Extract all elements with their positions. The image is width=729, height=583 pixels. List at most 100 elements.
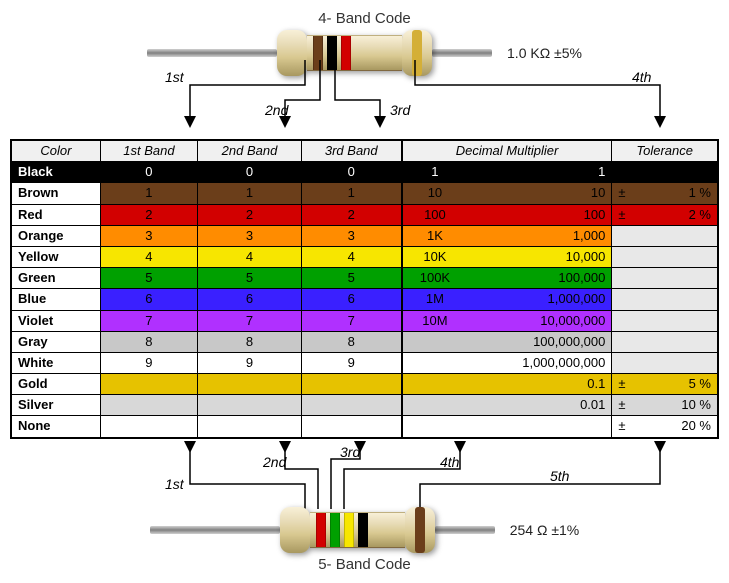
band-2	[330, 513, 340, 547]
cell-mult-num: 1,000,000,000	[467, 352, 612, 373]
cell-b3: 7	[301, 310, 401, 331]
cell-b1	[100, 416, 197, 438]
resistor-bulge-right	[402, 30, 432, 76]
cell-b2	[198, 374, 302, 395]
cell-color-name: Green	[11, 268, 100, 289]
cell-b3: 5	[301, 268, 401, 289]
band-5	[415, 507, 425, 553]
wire-left	[147, 49, 277, 57]
cell-mult-num: 100	[467, 204, 612, 225]
table-row: Red222100100±2 %	[11, 204, 718, 225]
band-3	[341, 36, 351, 70]
wire-right	[432, 49, 492, 57]
five-band-resistor: 254 Ω ±1%	[10, 507, 719, 553]
resistor-bulge-left	[277, 30, 307, 76]
four-band-resistor: 1.0 KΩ ±5%	[10, 30, 719, 76]
cell-tolerance	[612, 162, 718, 183]
band-2	[327, 36, 337, 70]
cell-b2: 6	[198, 289, 302, 310]
th-mult: Decimal Multiplier	[402, 140, 612, 162]
wire-left	[150, 526, 280, 534]
five-band-title: 5- Band Code	[10, 556, 719, 573]
cell-tolerance	[612, 246, 718, 267]
cell-color-name: Black	[11, 162, 100, 183]
cell-mult-si	[402, 374, 468, 395]
cell-b1: 2	[100, 204, 197, 225]
th-tol: Tolerance	[612, 140, 718, 162]
table-row: Green555100K100,000	[11, 268, 718, 289]
cell-b1: 1	[100, 183, 197, 204]
cell-tolerance	[612, 331, 718, 352]
cell-color-name: Brown	[11, 183, 100, 204]
cell-mult-num: 0.01	[467, 395, 612, 416]
resistor-mid	[310, 512, 405, 548]
cell-b1: 3	[100, 225, 197, 246]
th-1st: 1st Band	[100, 140, 197, 162]
cell-b3	[301, 395, 401, 416]
cell-b3: 4	[301, 246, 401, 267]
cell-color-name: Violet	[11, 310, 100, 331]
band-4	[412, 30, 422, 76]
table-row: Black00011	[11, 162, 718, 183]
cell-mult-si: 1M	[402, 289, 468, 310]
cell-mult-num: 10,000,000	[467, 310, 612, 331]
cell-b2: 2	[198, 204, 302, 225]
cell-color-name: White	[11, 352, 100, 373]
cell-mult-si	[402, 352, 468, 373]
resistor-bulge-right	[405, 507, 435, 553]
th-3rd: 3rd Band	[301, 140, 401, 162]
cell-b3: 0	[301, 162, 401, 183]
cell-mult-num: 100,000,000	[467, 331, 612, 352]
table-row: Blue6661M1,000,000	[11, 289, 718, 310]
cell-b2: 5	[198, 268, 302, 289]
cell-b2: 1	[198, 183, 302, 204]
cell-mult-num: 10,000	[467, 246, 612, 267]
cell-b1: 5	[100, 268, 197, 289]
cell-b3	[301, 416, 401, 438]
four-band-section: 4- Band Code 1.0 KΩ ±5% 1st 2nd 3rd 4th	[10, 10, 719, 139]
four-band-value: 1.0 KΩ ±5%	[507, 45, 582, 61]
cell-color-name: Red	[11, 204, 100, 225]
table-row: Gold0.1±5 %	[11, 374, 718, 395]
cell-b2	[198, 395, 302, 416]
cell-mult-si: 1	[402, 162, 468, 183]
cell-mult-si	[402, 331, 468, 352]
table-row: White9991,000,000,000	[11, 352, 718, 373]
cell-b3: 1	[301, 183, 401, 204]
cell-b1	[100, 374, 197, 395]
cell-mult-si	[402, 395, 468, 416]
band-4	[358, 513, 368, 547]
cell-b2: 8	[198, 331, 302, 352]
resistor-bulge-left	[280, 507, 310, 553]
th-2nd: 2nd Band	[198, 140, 302, 162]
cell-b3: 2	[301, 204, 401, 225]
cell-tolerance	[612, 268, 718, 289]
cell-tolerance: ±10 %	[612, 395, 718, 416]
cell-tolerance: ±5 %	[612, 374, 718, 395]
th-color: Color	[11, 140, 100, 162]
cell-b2	[198, 416, 302, 438]
cell-color-name: Gray	[11, 331, 100, 352]
cell-b1: 4	[100, 246, 197, 267]
cell-color-name: Yellow	[11, 246, 100, 267]
resistor-color-table: Color 1st Band 2nd Band 3rd Band Decimal…	[10, 139, 719, 439]
cell-color-name: None	[11, 416, 100, 438]
table-row: None±20 %	[11, 416, 718, 438]
cell-mult-num: 1,000,000	[467, 289, 612, 310]
table-row: Gray888100,000,000	[11, 331, 718, 352]
band-1	[313, 36, 323, 70]
resistor-body-top	[277, 30, 432, 76]
resistor-mid	[307, 35, 402, 71]
four-band-title: 4- Band Code	[10, 10, 719, 27]
cell-mult-num: 0.1	[467, 374, 612, 395]
cell-mult-si: 100	[402, 204, 468, 225]
cell-b1: 9	[100, 352, 197, 373]
cell-b3: 6	[301, 289, 401, 310]
five-band-value: 254 Ω ±1%	[510, 522, 580, 538]
wire-right	[435, 526, 495, 534]
cell-b3: 9	[301, 352, 401, 373]
cell-mult-si: 1K	[402, 225, 468, 246]
cell-tolerance	[612, 225, 718, 246]
five-band-section: 1st 2nd 3rd 4th 5th 254 Ω ±1% 5- Band Co…	[10, 439, 719, 573]
resistor-body-bottom	[280, 507, 435, 553]
